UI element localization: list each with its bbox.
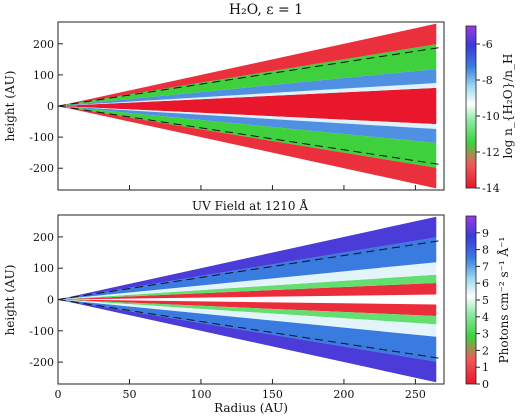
x-tick-label: 0 bbox=[55, 388, 62, 401]
band-blue-upper bbox=[58, 68, 437, 106]
panel-top-bands bbox=[58, 23, 437, 189]
colorbar-tick-label: 2 bbox=[482, 344, 489, 357]
colorbar-tick-label: -6 bbox=[482, 38, 493, 51]
panel-top-y-ticks: 200 100 0 -100 -200 bbox=[29, 38, 63, 175]
colorbar-tick-label: 5 bbox=[482, 294, 489, 307]
panel-top-colorbar-ticks: -6 -8 -10 -12 -14 bbox=[476, 38, 500, 195]
colorbar-tick-label: -8 bbox=[482, 74, 493, 87]
y-tick-label: 100 bbox=[33, 69, 54, 82]
dashed-line-upper bbox=[57, 239, 445, 300]
colorbar-tick-label: 9 bbox=[482, 227, 489, 240]
x-tick-label: 250 bbox=[405, 388, 426, 401]
panel-bottom-colorbar bbox=[465, 215, 477, 385]
panel-top-colorbar-label: log n_{H₂O}/n_H bbox=[501, 54, 515, 159]
y-tick-label: 0 bbox=[47, 100, 54, 113]
panel-top-x-ticks bbox=[57, 185, 416, 190]
band-surface-red-upper bbox=[58, 23, 437, 106]
panel-bottom-bands bbox=[58, 216, 437, 383]
panel-top-dashed-lines bbox=[57, 46, 445, 166]
panel-top-title: H₂O, ε = 1 bbox=[229, 2, 303, 18]
colorbar-tick-label: 8 bbox=[482, 244, 489, 257]
colorbar-tick-label: 4 bbox=[482, 311, 489, 324]
colorbar-tick-label: 1 bbox=[482, 361, 489, 374]
colorbar-tick-label: 0 bbox=[482, 378, 489, 391]
band-cyan-transition-upper bbox=[58, 82, 437, 106]
band-blue-lower bbox=[58, 299, 437, 362]
band-green-upper bbox=[58, 274, 437, 300]
colorbar-tick-label: 3 bbox=[482, 328, 489, 341]
panel-bottom-colorbar-ticks: 9 8 7 6 5 4 3 2 1 0 bbox=[476, 227, 489, 391]
y-tick-label: -100 bbox=[29, 325, 54, 338]
panel-bottom-xlabel: Radius (AU) bbox=[214, 401, 288, 415]
y-tick-label: -200 bbox=[29, 162, 54, 175]
panel-top-colorbar bbox=[465, 25, 477, 189]
colorbar-tick-label: -14 bbox=[482, 182, 500, 195]
y-tick-label: -100 bbox=[29, 131, 54, 144]
panel-top: H₂O, ε = 1 200 100 0 -100 -200 height (AU) -… bbox=[3, 2, 515, 195]
x-tick-label: 200 bbox=[333, 388, 354, 401]
panel-bottom-ylabel: height (AU) bbox=[3, 265, 17, 336]
dashed-line-upper bbox=[57, 46, 445, 107]
y-tick-label: -200 bbox=[29, 356, 54, 369]
colorbar-tick-label: -10 bbox=[482, 110, 500, 123]
panel-bottom-x-ticks: 0 50 100 150 200 250 bbox=[55, 379, 426, 401]
band-green-lower bbox=[58, 106, 437, 168]
y-tick-label: 200 bbox=[33, 231, 54, 244]
panel-bottom-dashed-lines bbox=[57, 239, 445, 360]
panel-bottom-colorbar-label: Photons cm⁻² s⁻¹ Å⁻¹ bbox=[496, 237, 511, 364]
panel-top-ylabel: height (AU) bbox=[3, 71, 17, 142]
band-purple-lower bbox=[58, 299, 437, 383]
y-tick-label: 0 bbox=[47, 294, 54, 307]
band-cyan-lower bbox=[58, 299, 437, 337]
dashed-line-lower bbox=[57, 299, 445, 360]
y-tick-label: 200 bbox=[33, 38, 54, 51]
x-tick-label: 150 bbox=[262, 388, 283, 401]
x-tick-label: 50 bbox=[122, 388, 136, 401]
panel-bottom-title: UV Field at 1210 Å bbox=[192, 198, 308, 213]
x-tick-label: 100 bbox=[190, 388, 211, 401]
colorbar-tick-label: -12 bbox=[482, 146, 500, 159]
band-surface-red-lower bbox=[58, 106, 437, 189]
band-green-lower bbox=[58, 299, 437, 325]
panel-bottom-y-ticks: 200 100 0 -100 -200 bbox=[29, 231, 63, 369]
band-blue-upper bbox=[58, 237, 437, 300]
colorbar-tick-label: 6 bbox=[482, 277, 489, 290]
y-tick-label: 100 bbox=[33, 262, 54, 275]
band-cyan-upper bbox=[58, 262, 437, 300]
colorbar-tick-label: 7 bbox=[482, 260, 489, 273]
band-purple-upper bbox=[58, 216, 437, 300]
dashed-line-lower bbox=[57, 105, 445, 166]
